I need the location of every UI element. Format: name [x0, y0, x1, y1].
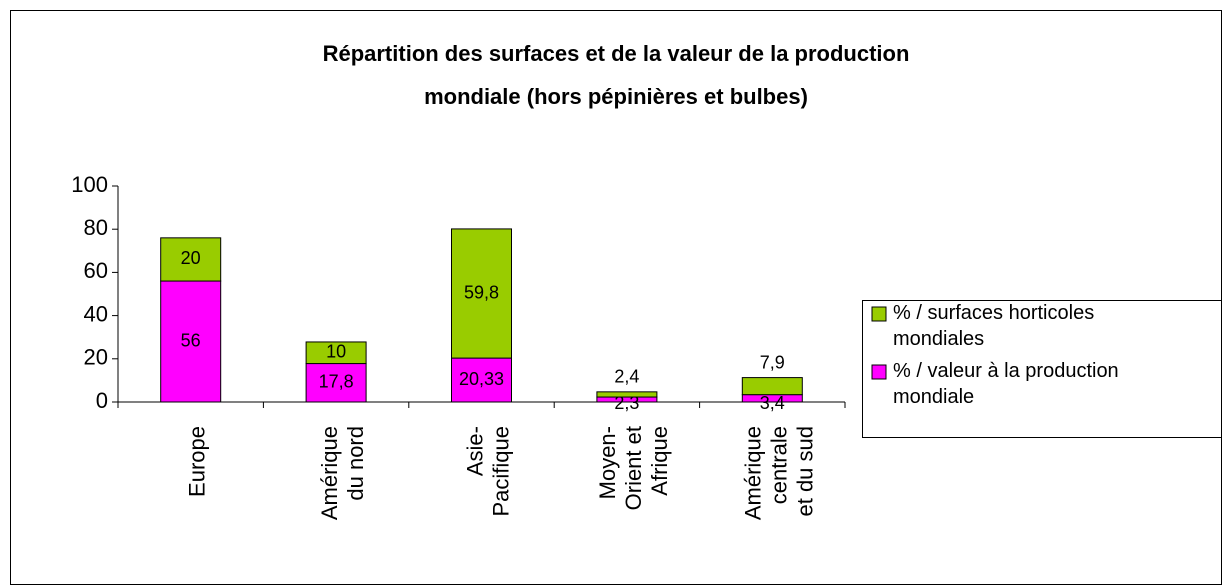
data-label: 2,4: [614, 367, 639, 387]
bar-segment: [451, 357, 512, 403]
data-label: 20: [181, 248, 201, 268]
x-tick-label: Amériquecentraleet du sud: [740, 426, 817, 520]
data-label: 20,33: [459, 369, 504, 389]
bar-segment: [160, 280, 222, 403]
legend-swatch: [871, 364, 887, 380]
bar-segment: [305, 363, 367, 403]
x-tick-label: Amériquedu nord: [317, 426, 368, 520]
bar-segment: [305, 341, 367, 365]
y-tick-label: 60: [84, 258, 108, 283]
y-tick-label: 100: [71, 172, 108, 197]
bar-segment: [160, 237, 222, 282]
x-tick-label: Moyen-Orient etAfrique: [595, 426, 672, 510]
bar-segment: [451, 228, 512, 359]
data-label: 59,8: [464, 282, 499, 302]
legend-swatch: [871, 306, 887, 322]
data-label: 17,8: [319, 372, 354, 392]
legend-label: % / surfaces horticoles mondiales: [893, 302, 1094, 350]
legend-box: [862, 300, 1222, 438]
y-tick-label: 80: [84, 215, 108, 240]
data-label: 7,9: [760, 352, 785, 372]
x-tick-label: Asie-Pacifique: [462, 426, 513, 517]
data-label: 10: [326, 342, 346, 362]
y-tick-label: 40: [84, 301, 108, 326]
y-tick-label: 20: [84, 345, 108, 370]
y-tick-label: 0: [96, 388, 108, 413]
bar-segment: [596, 391, 658, 398]
chart-title: Répartition des surfaces et de la valeur…: [323, 41, 910, 109]
data-label: 56: [181, 330, 201, 350]
legend-label: % / valeur à la production mondiale: [893, 360, 1119, 408]
x-tick-label: Europe: [185, 426, 210, 497]
data-label: 2,3: [614, 393, 639, 413]
bar-segment: [741, 377, 803, 396]
data-label: 3,4: [760, 393, 785, 413]
